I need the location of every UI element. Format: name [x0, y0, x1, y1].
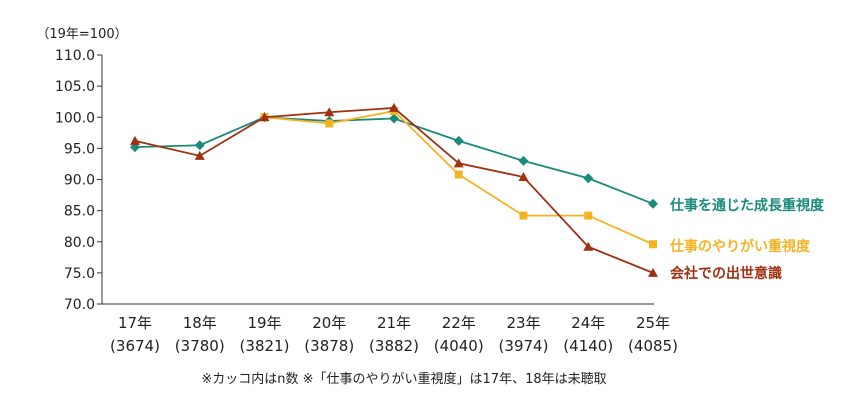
x-sample-size-label: (3674) [110, 337, 160, 355]
data-point-triangle [259, 112, 270, 122]
y-tick-label: 110.0 [55, 48, 95, 64]
data-point-triangle [648, 267, 658, 277]
data-point-triangle [389, 102, 399, 112]
data-point-diamond [389, 113, 399, 124]
x-tick-label: 18年 [183, 314, 217, 332]
x-sample-size-label: (3780) [175, 337, 225, 355]
data-point-square [325, 119, 334, 128]
x-sample-size-label: (3821) [240, 337, 290, 355]
data-point-square [519, 211, 528, 220]
data-point-triangle [453, 158, 464, 168]
y-tick-label: 80.0 [64, 235, 95, 251]
x-sample-size-label: (4085) [628, 337, 678, 355]
x-sample-size-label: (4040) [434, 337, 484, 355]
x-tick-label: 24年 [571, 314, 605, 332]
legend-label-1: 仕事を通じた成長重視度 [669, 197, 825, 214]
x-tick-labels: 17年 (3674) 18年 (3780) 19年 (3821) 20年 (3878) 21年 (… [110, 314, 678, 355]
x-tick-label: 25年 [636, 314, 670, 332]
data-point-diamond [453, 135, 464, 146]
data-point-diamond [518, 155, 529, 166]
data-point-diamond [583, 173, 594, 184]
y-tick-label: 105.0 [55, 79, 95, 95]
legend-label-2: 仕事のやりがい重視度 [669, 238, 811, 255]
data-point-diamond [648, 198, 658, 209]
data-point-diamond [194, 140, 205, 151]
data-point-triangle [518, 172, 529, 182]
y-tick-label: 100.0 [55, 110, 95, 126]
x-tick-label: 19年 [247, 314, 281, 332]
series-line-3 [134, 106, 654, 274]
data-point-square [454, 170, 463, 179]
y-tick-label: 95.0 [64, 141, 95, 157]
x-sample-size-label: (3974) [499, 337, 549, 355]
x-tick-label: 17年 [118, 314, 152, 332]
data-point-triangle [324, 107, 335, 117]
series-line-1 [134, 116, 654, 205]
x-sample-size-label: (3882) [369, 337, 419, 355]
x-sample-size-label: (4140) [563, 337, 613, 355]
x-tick-label: 22年 [442, 314, 476, 332]
data-point-triangle [194, 150, 205, 160]
y-tick-label: 85.0 [64, 204, 95, 220]
data-point-triangle [583, 241, 594, 251]
y-tick-label: 90.0 [64, 173, 95, 189]
y-tick-label: 75.0 [64, 266, 95, 282]
axes [101, 55, 654, 305]
x-sample-size-label: (3878) [304, 337, 354, 355]
legend-label-3: 会社での出世意識 [670, 265, 782, 282]
x-tick-label: 23年 [506, 314, 540, 332]
x-tick-label: 21年 [377, 314, 411, 332]
y-axis-unit-label: （19年=100） [36, 27, 127, 42]
data-point-square [649, 240, 657, 249]
data-point-square [584, 211, 593, 220]
y-tick-labels: 110.0 105.0 100.0 95.0 90.0 85.0 80.0 75.0 70.0 [55, 48, 102, 313]
footnote: ※カッコ内はn数 ※「仕事のやりがい重視度」は17年、18年は未聴取 [201, 371, 606, 387]
series-group [130, 102, 658, 277]
data-point-triangle [130, 135, 140, 145]
y-tick-label: 70.0 [64, 297, 95, 313]
x-tick-label: 20年 [312, 314, 346, 332]
